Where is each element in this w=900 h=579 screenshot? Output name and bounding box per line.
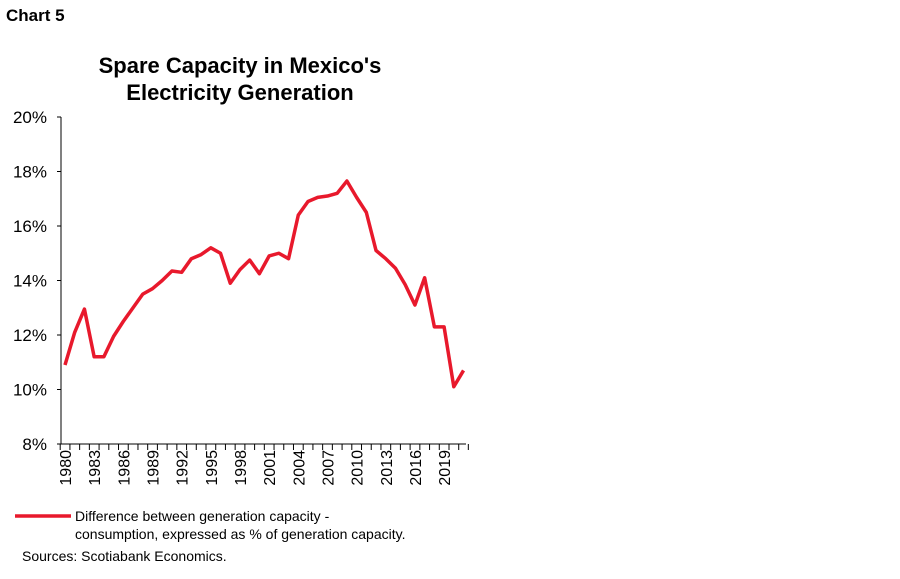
x-tick-label: 2001 <box>262 450 279 486</box>
x-tick-label: 1995 <box>204 450 221 486</box>
x-tick-label: 2013 <box>379 450 396 486</box>
y-tick-label: 8% <box>22 435 47 454</box>
x-tick-label: 2016 <box>408 450 425 486</box>
chart-title-line: Electricity Generation <box>126 80 354 105</box>
legend-label: Difference between generation capacity -… <box>75 507 405 543</box>
x-tick-label: 2019 <box>437 450 454 486</box>
x-tick-label: 1992 <box>175 450 192 486</box>
x-tick-label: 1980 <box>58 450 75 486</box>
y-tick-label: 14% <box>13 272 47 291</box>
x-tick-label: 2010 <box>350 450 367 486</box>
legend-line: consumption, expressed as % of generatio… <box>75 526 406 542</box>
x-tick-label: 1986 <box>116 450 133 486</box>
source-note: Sources: Scotiabank Economics. <box>22 548 227 564</box>
x-tick-label: 1983 <box>87 450 104 486</box>
x-tick-label: 1998 <box>233 450 250 486</box>
chart-title-line: Spare Capacity in Mexico's <box>98 53 382 78</box>
y-tick-label: 12% <box>13 326 47 345</box>
y-tick-label: 20% <box>13 108 47 127</box>
series-line <box>63 179 466 389</box>
chart-title: Spare Capacity in Mexico's Electricity G… <box>40 52 440 106</box>
legend-line: Difference between generation capacity - <box>75 508 330 524</box>
x-tick-label: 2007 <box>320 450 337 486</box>
y-tick-label: 16% <box>13 217 47 236</box>
y-tick-label: 10% <box>13 381 47 400</box>
y-tick-label: 18% <box>13 163 47 182</box>
x-tick-label: 1989 <box>145 450 162 486</box>
x-tick-label: 2004 <box>291 450 308 486</box>
chart-label: Chart 5 <box>6 6 65 25</box>
